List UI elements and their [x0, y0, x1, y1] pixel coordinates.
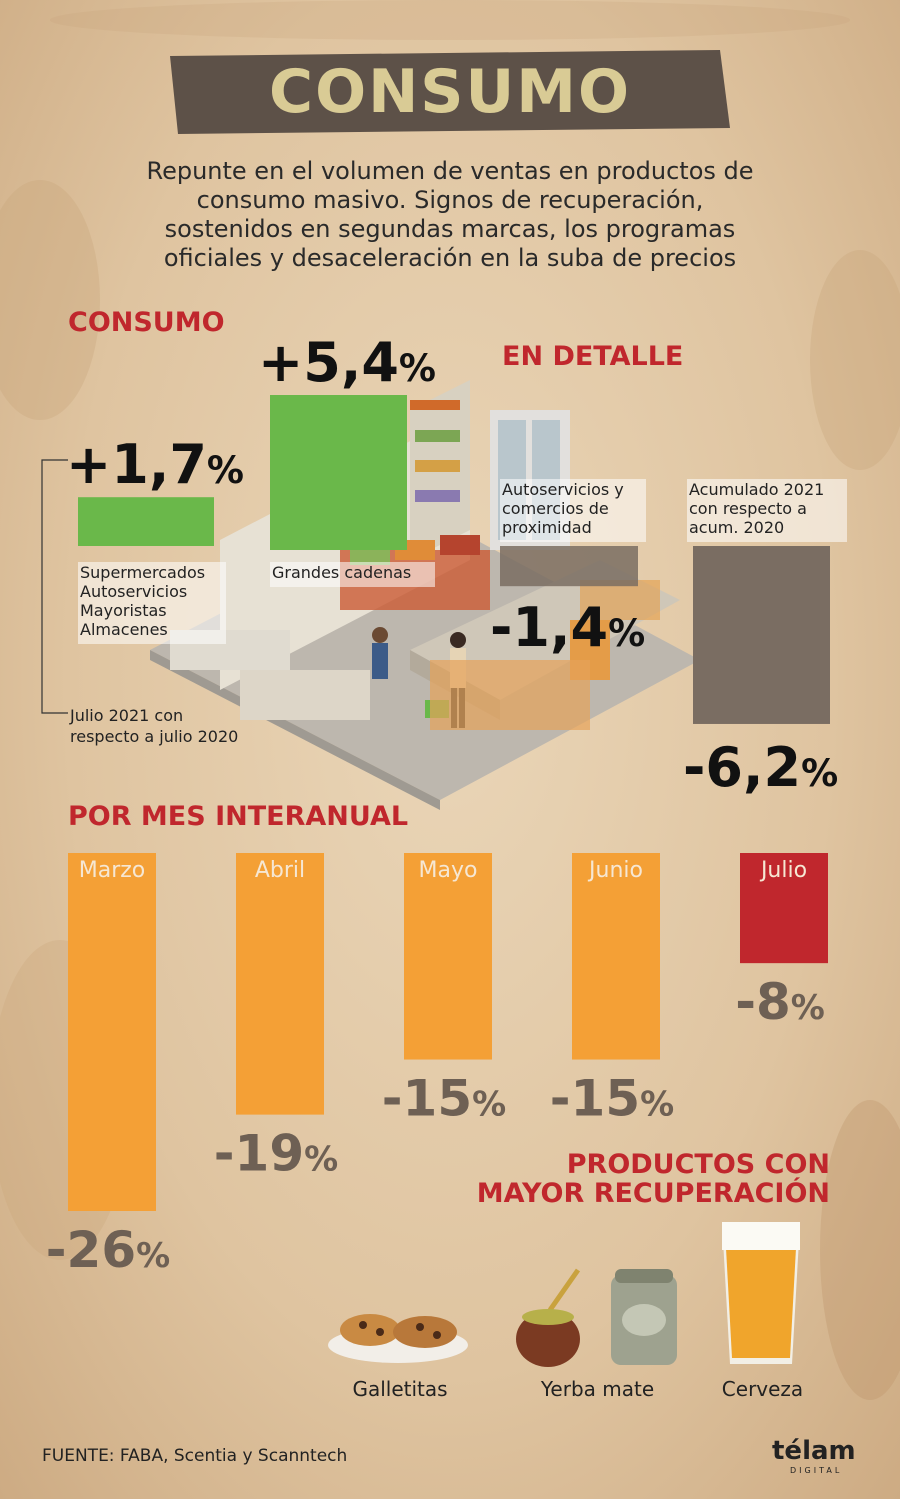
monthly-bar-chart: Marzo -26% Abril -19% Mayo -15% Junio -15% Julio… [46, 853, 828, 1279]
month-bar [236, 853, 324, 1115]
subtitle-line: Repunte en el volumen de ventas en produ… [146, 157, 754, 185]
month-label: Julio [759, 858, 807, 883]
month-label: Mayo [419, 858, 478, 883]
month-value-label: -19% [214, 1125, 338, 1183]
month-value-label: -26% [46, 1221, 170, 1279]
category-label: Autoservicios [80, 582, 187, 601]
products-heading-line: PRODUCTOS CON [566, 1149, 830, 1180]
month-label: Abril [255, 858, 305, 883]
telam-logo-sub: DIGITAL [790, 1466, 843, 1475]
subtitle-line: oficiales y desaceleración en la suba de… [163, 244, 737, 272]
telam-logo: télam [772, 1436, 856, 1466]
category-label-box [78, 562, 226, 644]
cookies-icon [328, 1314, 468, 1363]
julio-note-line: respecto a julio 2020 [70, 727, 239, 746]
month-bar [740, 853, 828, 964]
source-note: FUENTE: FABA, Scentia y Scanntech [42, 1446, 348, 1466]
consumo-bar [78, 497, 214, 546]
category-label-box [500, 479, 646, 542]
category-label: proximidad [502, 518, 592, 537]
julio-note-line: Julio 2021 con [70, 706, 184, 725]
category-label: Almacenes [80, 620, 168, 639]
category-label: Acumulado 2021 [689, 480, 824, 499]
consumo-bar [270, 395, 407, 550]
month-label: Junio [587, 858, 643, 883]
month-label: Marzo [79, 858, 146, 883]
products-heading-line: MAYOR RECUPERACIÓN [476, 1178, 830, 1209]
products-heading: PRODUCTOS CON MAYOR RECUPERACIÓN [420, 1150, 830, 1208]
category-label: comercios de [502, 499, 609, 518]
category-label: Grandes cadenas [272, 563, 411, 582]
category-label: Supermercados [80, 563, 205, 582]
mate-icon [516, 1268, 581, 1367]
note-connector [41, 459, 68, 714]
category-label: con respecto a [689, 499, 807, 518]
subtitle-line: consumo masivo. Signos de recuperación, [196, 186, 704, 214]
product-label: Cerveza [721, 1377, 804, 1401]
month-value-label: -15% [382, 1070, 506, 1128]
consumo-section-heading: CONSUMO [68, 307, 225, 338]
category-label: acum. 2020 [689, 518, 784, 537]
month-value-label: -8% [735, 973, 825, 1031]
mensual-section-heading: POR MES INTERANUAL [68, 801, 409, 832]
subtitle: Repunte en el volumen de ventas en produ… [50, 157, 850, 273]
julio-note: Julio 2021 con respecto a julio 2020 [70, 705, 238, 747]
month-bar [404, 853, 492, 1060]
month-value-label: -15% [550, 1070, 674, 1128]
month-bar [68, 853, 156, 1211]
product-label: Yerba mate [540, 1377, 655, 1401]
consumo-bar-chart: +1,7%+5,4%-1,4%-6,2%SupermercadosAutoser… [66, 331, 847, 799]
category-label: Autoservicios y [502, 480, 624, 499]
month-bar [572, 853, 660, 1060]
consumo-bar [693, 546, 830, 724]
category-label-box [687, 479, 847, 542]
category-label: Mayoristas [80, 601, 167, 620]
consumo-bar [500, 546, 638, 587]
title-banner [170, 50, 730, 134]
category-label-box [270, 562, 435, 587]
detalle-section-heading: EN DETALLE [502, 341, 684, 372]
page-title: CONSUMO [269, 57, 631, 127]
subtitle-line: sostenidos en segundas marcas, los progr… [164, 215, 736, 243]
product-label: Galletitas [352, 1377, 448, 1401]
beer-glass-icon [722, 1222, 800, 1364]
yerba-package-icon [611, 1269, 677, 1365]
